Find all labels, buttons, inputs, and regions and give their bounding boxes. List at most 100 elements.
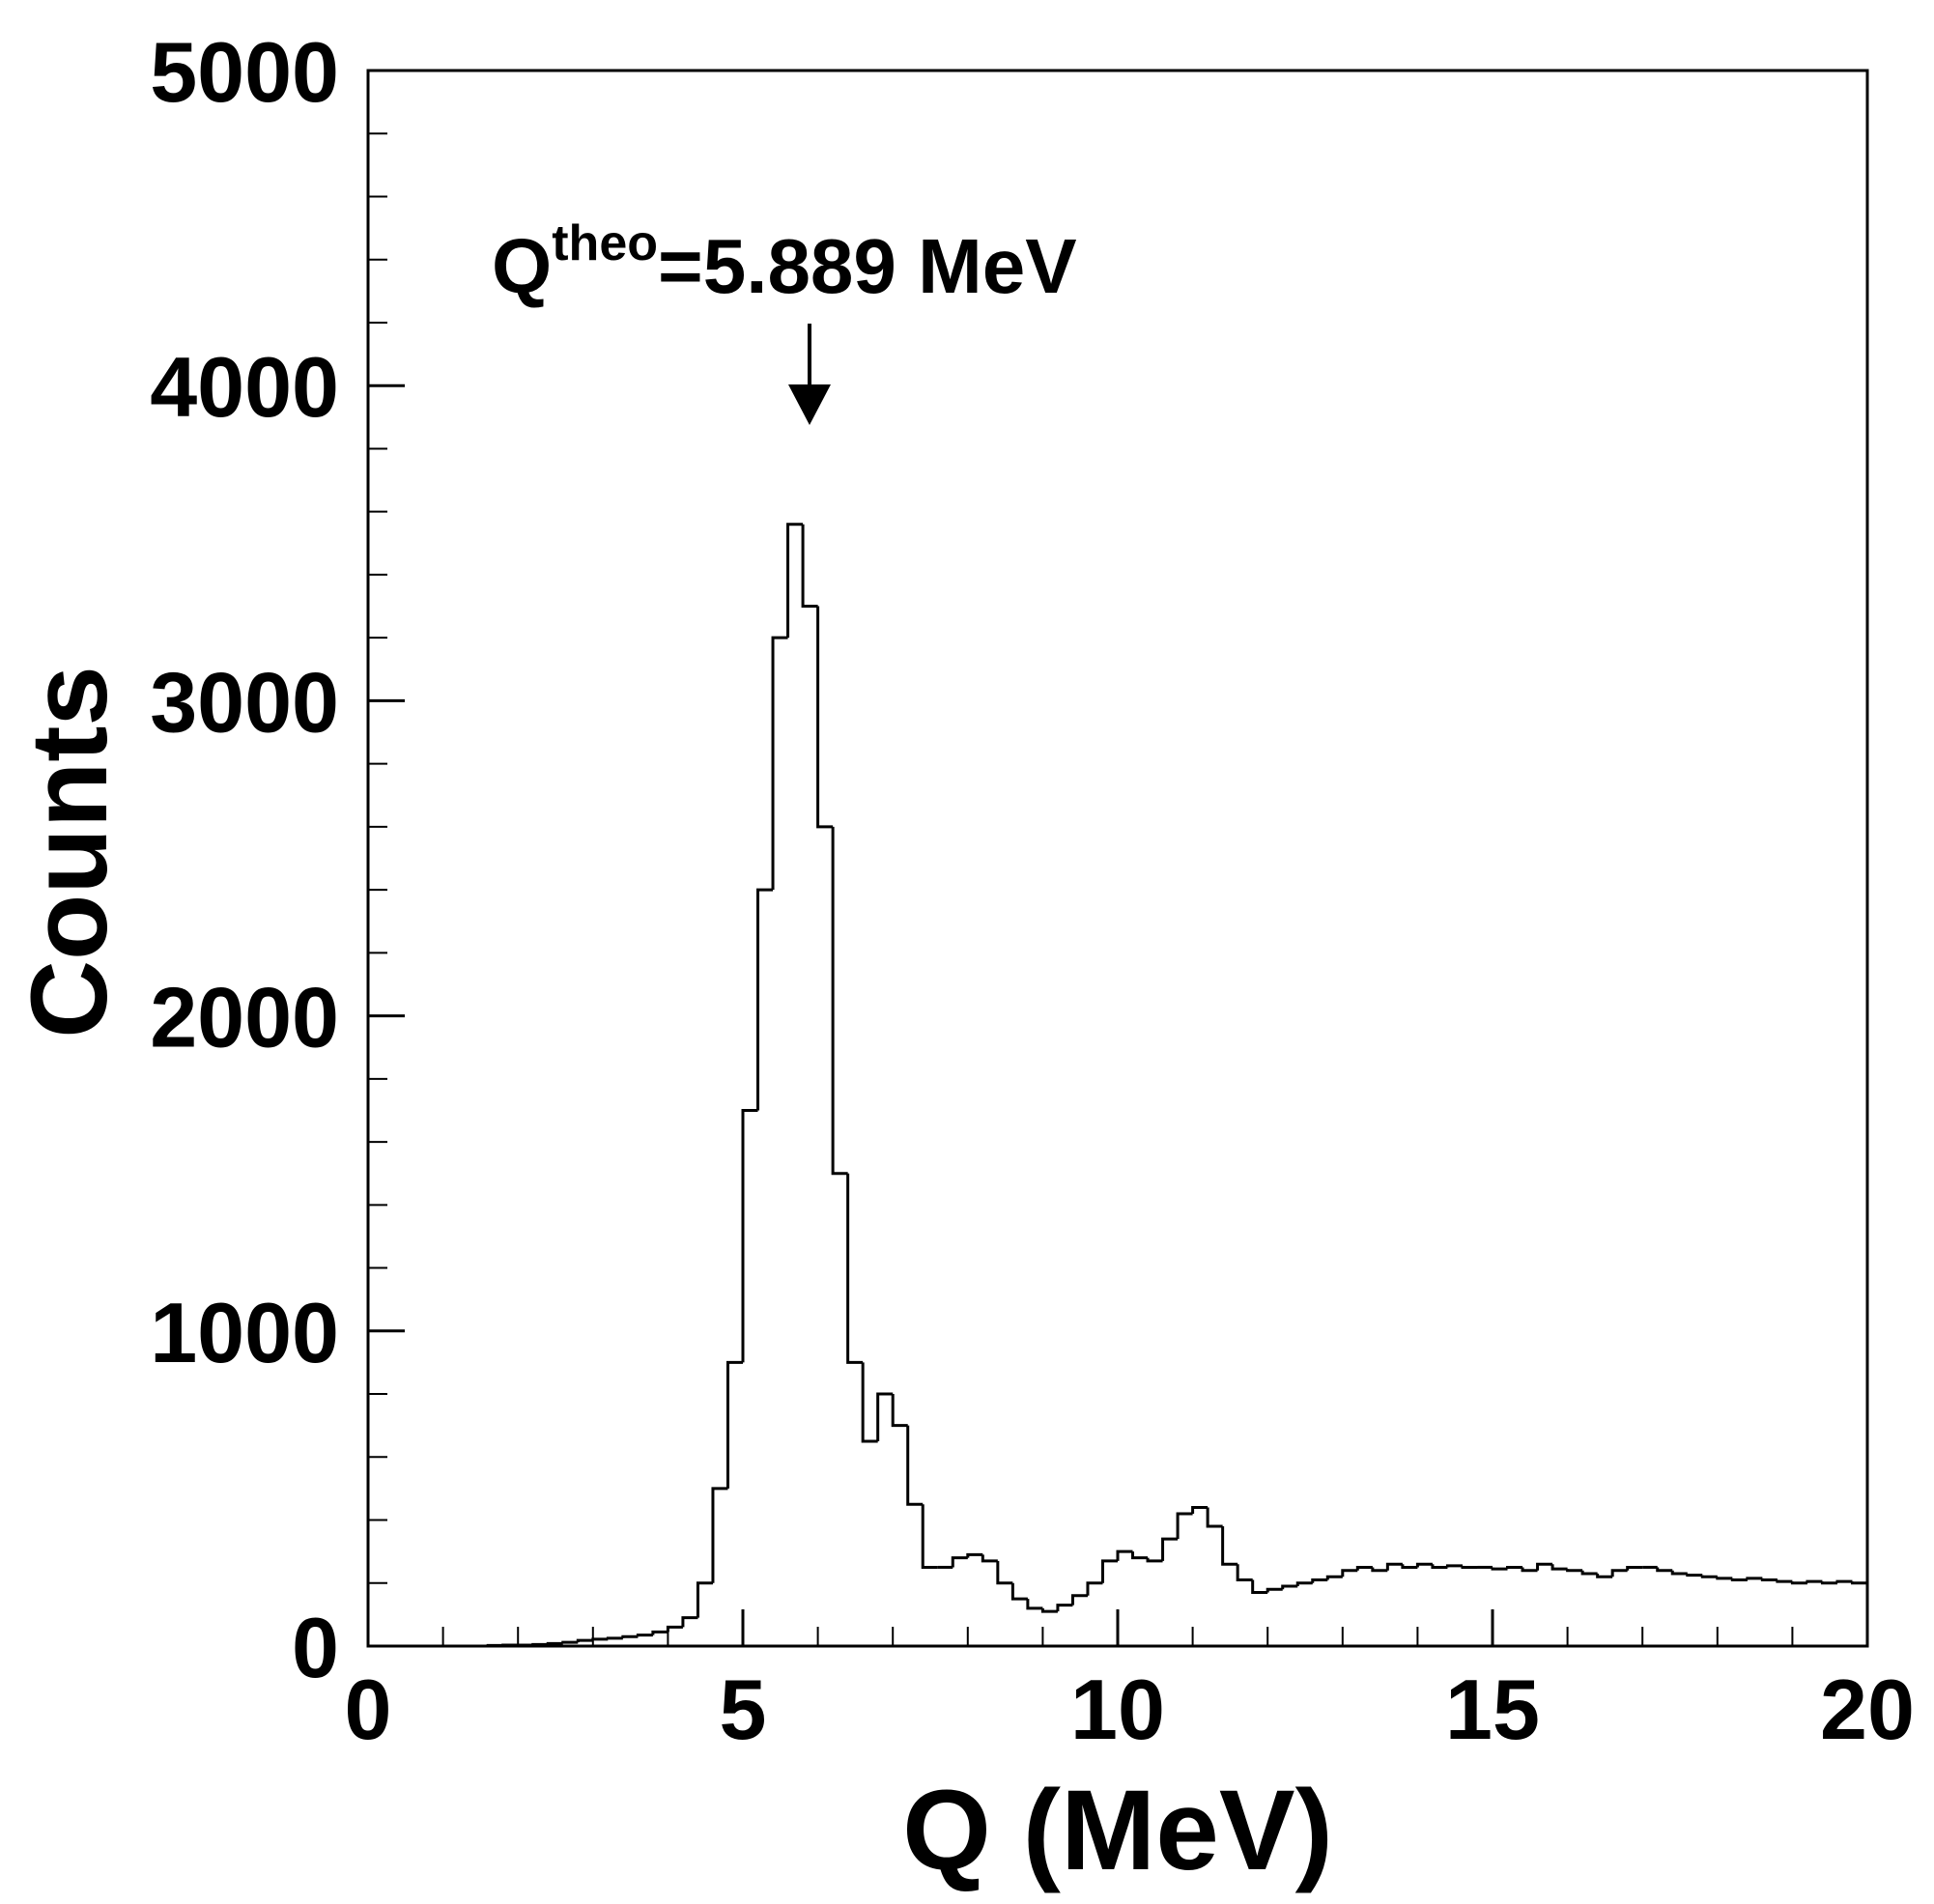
- histogram-step: [1536, 1562, 1553, 1571]
- x-tick-label: 10: [1070, 1662, 1165, 1757]
- histogram-step: [1355, 1565, 1373, 1571]
- histogram-step: [996, 1560, 1013, 1585]
- y-tick-label: 4000: [150, 339, 339, 435]
- y-tick-label: 2000: [150, 970, 339, 1066]
- y-tick-label: 0: [292, 1600, 339, 1695]
- histogram-step: [1656, 1567, 1673, 1573]
- histogram-step: [1341, 1569, 1358, 1577]
- histogram-step: [546, 1641, 563, 1645]
- histogram-step: [1056, 1604, 1073, 1612]
- x-tick-label: 0: [345, 1662, 392, 1757]
- histogram-step: [1371, 1567, 1388, 1573]
- histogram-step: [1835, 1579, 1853, 1583]
- histogram-step: [1580, 1570, 1598, 1576]
- histogram-step: [1281, 1584, 1298, 1590]
- histogram-step: [861, 1362, 878, 1443]
- x-tick-label: 5: [720, 1662, 767, 1757]
- plot-frame: [366, 69, 1869, 1648]
- histogram-step: [1746, 1577, 1763, 1580]
- histogram-step: [1401, 1564, 1418, 1569]
- annotation-text: =5.889 MeV: [658, 223, 1077, 309]
- histogram-step: [1385, 1562, 1403, 1571]
- y-tick-label: 1000: [150, 1285, 339, 1380]
- histogram-step: [921, 1504, 938, 1569]
- histogram-step: [681, 1616, 698, 1628]
- x-axis-label: Q (MeV): [902, 1767, 1333, 1894]
- histogram-step: [1776, 1579, 1793, 1583]
- histogram-step: [1566, 1569, 1583, 1573]
- histogram-step: [1760, 1577, 1778, 1581]
- x-tick-label: 20: [1820, 1662, 1915, 1757]
- histogram-step: [1206, 1507, 1223, 1528]
- histogram-step: [1491, 1567, 1508, 1571]
- histogram-step: [1461, 1565, 1478, 1569]
- y-tick-label: 5000: [150, 24, 339, 120]
- histogram-step: [1311, 1578, 1328, 1583]
- histogram-step: [831, 826, 848, 1176]
- histogram-step: [1670, 1570, 1688, 1576]
- histogram-step: [561, 1640, 579, 1644]
- histogram-step: [621, 1634, 639, 1638]
- histogram-step: [1131, 1551, 1149, 1560]
- histogram-step: [1325, 1575, 1343, 1580]
- histogram-step: [606, 1636, 623, 1640]
- histogram-step: [1700, 1575, 1718, 1578]
- histogram-step: [1686, 1573, 1703, 1577]
- histogram-step: [1221, 1526, 1238, 1566]
- histogram-step: [966, 1552, 983, 1558]
- x-tick-label: 15: [1445, 1662, 1540, 1757]
- arrow-head: [787, 384, 831, 425]
- y-tick-label: 3000: [150, 654, 339, 750]
- histogram-step: [725, 1360, 743, 1489]
- annotation-base: Q: [492, 223, 552, 309]
- histogram-step: [1191, 1505, 1209, 1514]
- histogram-step: [786, 523, 804, 639]
- annotation: Qtheo=5.889 MeV: [492, 215, 1077, 309]
- histogram-step: [1236, 1564, 1253, 1581]
- histogram-step: [1790, 1581, 1807, 1585]
- histogram-step: [1100, 1559, 1118, 1583]
- histogram-step: [1596, 1573, 1613, 1578]
- histogram-step: [1730, 1577, 1748, 1581]
- histogram-step: [1026, 1599, 1043, 1610]
- histogram-step: [846, 1173, 864, 1364]
- histogram-step: [1266, 1587, 1283, 1593]
- histogram-step: [756, 888, 774, 1111]
- histogram-step: [771, 636, 788, 891]
- histogram-step: [981, 1554, 998, 1563]
- histogram-step: [1550, 1564, 1568, 1571]
- histogram-step: [1415, 1562, 1433, 1568]
- histogram-step: [816, 606, 834, 829]
- histogram-step: [1176, 1512, 1193, 1540]
- histogram-step: [1295, 1581, 1313, 1587]
- histogram-step: [1116, 1549, 1133, 1561]
- histogram-step: [741, 1108, 758, 1363]
- histogram-step: [696, 1581, 713, 1618]
- histogram-step: [891, 1394, 908, 1428]
- histogram-step: [1850, 1581, 1867, 1585]
- histogram-step: [576, 1638, 593, 1643]
- histogram-step: [1521, 1567, 1538, 1573]
- histogram-step: [951, 1556, 968, 1568]
- histogram-step: [1806, 1579, 1823, 1583]
- histogram-step: [531, 1642, 549, 1646]
- histogram-step: [711, 1487, 728, 1583]
- histogram-step: [1251, 1579, 1268, 1595]
- histogram-step: [1070, 1594, 1088, 1606]
- histogram-step: [666, 1625, 683, 1633]
- histogram-step: [1010, 1582, 1028, 1601]
- histogram-step: [1820, 1581, 1837, 1585]
- histogram-step: [1506, 1565, 1523, 1570]
- histogram-step: [486, 1643, 503, 1647]
- histogram-step: [906, 1425, 924, 1506]
- y-axis-label: Counts: [9, 666, 129, 1038]
- histogram-step: [1610, 1569, 1628, 1577]
- histogram-step: [876, 1392, 894, 1441]
- histogram-step: [1146, 1557, 1163, 1563]
- histogram-step: [1716, 1577, 1733, 1580]
- histogram-step: [1086, 1581, 1103, 1596]
- annotation-superscript: theo: [552, 215, 658, 271]
- histogram-step: [591, 1637, 609, 1641]
- annotation-arrow: [787, 324, 831, 425]
